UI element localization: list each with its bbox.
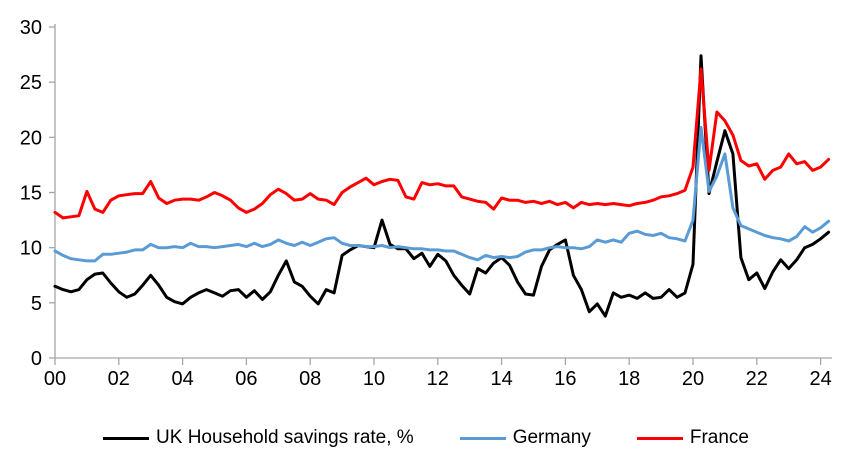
legend-item-france: France <box>636 427 749 449</box>
germany-line <box>53 125 831 263</box>
y-tick-label: 15 <box>20 183 42 205</box>
x-tick-label: 22 <box>746 368 768 390</box>
x-tick-label: 14 <box>490 368 512 390</box>
chart-legend: UK Household savings rate, % Germany Fra… <box>0 427 852 449</box>
legend-label-france: France <box>689 427 749 448</box>
x-tick-label: 06 <box>235 368 257 390</box>
y-tick-label: 30 <box>20 17 42 39</box>
uk-line-sample <box>103 436 150 440</box>
y-tick-label: 0 <box>31 348 42 370</box>
legend-label-germany: Germany <box>512 427 591 448</box>
x-tick-label: 04 <box>171 368 193 390</box>
france-line-sample <box>636 436 683 440</box>
x-tick-label: 12 <box>427 368 449 390</box>
legend-label-uk: UK Household savings rate, % <box>156 427 414 448</box>
x-tick-label: 08 <box>299 368 321 390</box>
x-tick-label: 24 <box>809 368 831 390</box>
x-tick-label: 10 <box>363 368 385 390</box>
legend-item-uk: UK Household savings rate, % <box>103 427 414 449</box>
x-tick-label: 20 <box>682 368 704 390</box>
y-tick-label: 25 <box>20 72 42 94</box>
legend-item-germany: Germany <box>459 427 591 449</box>
y-tick-label: 20 <box>20 127 42 149</box>
france-line <box>53 67 831 220</box>
savings-chart-svg: 0 5 10 15 20 25 30 00 02 04 06 08 10 12 14 16 18 20 22 24 <box>20 17 832 390</box>
y-tick-label: 10 <box>20 238 42 260</box>
x-tick-label: 16 <box>554 368 576 390</box>
x-tick-label: 02 <box>108 368 130 390</box>
y-tick-label: 5 <box>31 293 42 315</box>
x-tick-label: 18 <box>618 368 640 390</box>
germany-line-sample <box>459 436 506 440</box>
x-tick-label: 00 <box>44 368 66 390</box>
